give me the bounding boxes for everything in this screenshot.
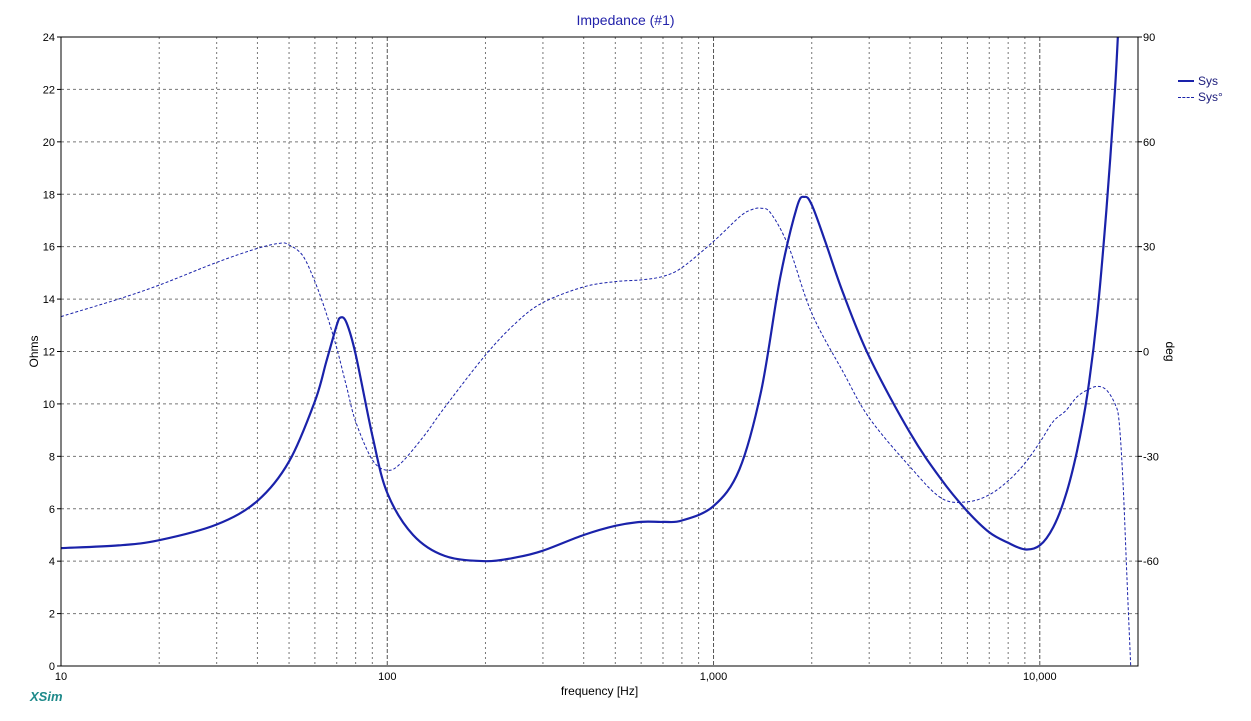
impedance-curve-line [61, 37, 1119, 563]
y-tick-label: 16 [43, 242, 55, 254]
y-tick-label: 20 [43, 137, 55, 149]
legend-item-sys-phase: Sys° [1178, 89, 1223, 105]
y-tick-label: 0 [49, 661, 55, 673]
plot-border [60, 36, 1139, 667]
axis-labels: frequency [Hz] Ohms deg [27, 335, 1177, 698]
legend-item-sys: Sys [1178, 73, 1223, 89]
x-tick-label: 1,000 [700, 671, 728, 683]
y2-axis-label: deg [1163, 341, 1177, 361]
y2-tick-label: -60 [1143, 556, 1159, 568]
y-tick-label: 6 [49, 504, 55, 516]
x-tick-label: 100 [378, 671, 396, 683]
y-tick-label: 18 [43, 189, 55, 201]
y2-tick-label: 0 [1143, 347, 1149, 359]
legend: Sys Sys° [1178, 73, 1223, 105]
grid-lines [61, 37, 1138, 666]
y-tick-label: 8 [49, 451, 55, 463]
legend-swatch-solid [1178, 80, 1194, 82]
y-tick-label: 2 [49, 609, 55, 621]
y-axis-label: Ohms [27, 335, 41, 367]
legend-label: Sys [1198, 74, 1219, 88]
y2-tick-label: 30 [1143, 242, 1155, 254]
legend-swatch-dashed [1178, 96, 1194, 98]
x-axis-label: frequency [Hz] [561, 684, 638, 698]
xsim-logo: XSim [30, 689, 63, 704]
y2-tick-label: 60 [1143, 137, 1155, 149]
y-tick-label: 4 [49, 556, 55, 568]
legend-label: Sys° [1198, 90, 1223, 104]
phase-curve-line [61, 207, 1132, 666]
y-tick-label: 10 [43, 399, 55, 411]
y-tick-label: 24 [43, 32, 55, 44]
y-tick-label: 14 [43, 294, 55, 306]
y-tick-label: 22 [43, 84, 55, 96]
y2-tick-label: 90 [1143, 32, 1155, 44]
y2-tick-label: -30 [1143, 451, 1159, 463]
series-layer [61, 37, 1132, 666]
x-tick-label: 10,000 [1023, 671, 1057, 683]
x-tick-label: 10 [55, 671, 67, 683]
chart-title: Impedance (#1) [576, 12, 675, 28]
plot-frame [60, 36, 1139, 667]
y-tick-label: 12 [43, 347, 55, 359]
